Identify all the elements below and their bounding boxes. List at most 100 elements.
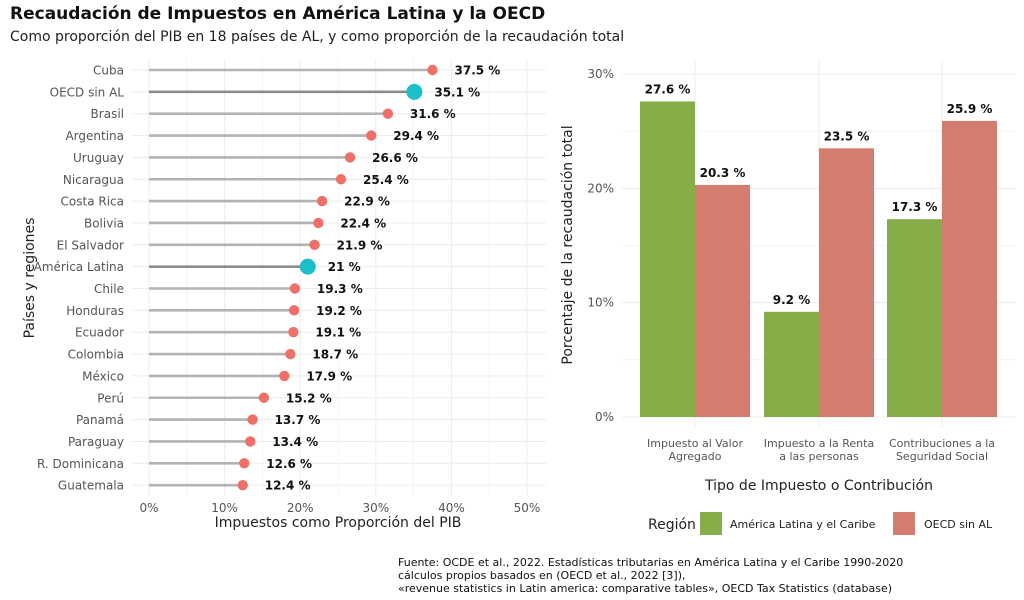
lollipop-point: [289, 283, 301, 294]
data-label: 35.1 %: [434, 85, 480, 99]
data-label: 26.6 %: [372, 151, 418, 165]
y-tick-label: 10%: [587, 296, 614, 310]
legend: Región América Latina y el Caribe OECD sin…: [648, 512, 993, 535]
data-label: 21.9 %: [337, 238, 383, 252]
y-tick-label: Brasil: [91, 107, 124, 121]
y-axis-title: Porcentaje de la recaudación total: [560, 125, 576, 364]
y-tick-label: 30%: [587, 67, 614, 81]
x-tick-label: Impuesto al Valor: [647, 437, 743, 450]
x-tick-label: 40%: [438, 501, 465, 515]
x-tick-label: Seguridad Social: [896, 450, 988, 463]
data-label: 21 %: [328, 260, 361, 274]
x-tick-label: 20%: [287, 501, 314, 515]
bar: [764, 311, 819, 417]
y-tick-label: OECD sin AL: [50, 85, 125, 99]
y-tick-label: Uruguay: [73, 151, 124, 165]
x-tick-label: Agregado: [669, 450, 722, 463]
x-tick-label: Contribuciones a la: [889, 437, 995, 450]
bar: [640, 101, 695, 417]
lollipop-point: [335, 174, 347, 185]
lollipop-point: [313, 217, 324, 229]
x-axis-title: Tipo de Impuesto o Contribución: [704, 478, 933, 494]
y-tick-label: Panamá: [76, 413, 124, 427]
lollipop-point: [406, 83, 423, 100]
data-label: 12.4 %: [265, 479, 311, 493]
data-label: 15.2 %: [286, 391, 332, 405]
legend-title: Región: [648, 517, 696, 533]
lollipop-point: [288, 305, 300, 316]
y-tick-label: R. Dominicana: [37, 457, 124, 471]
data-label: 13.7 %: [275, 413, 321, 427]
bar: [887, 219, 942, 417]
legend-swatch: [700, 512, 722, 535]
y-tick-label: Cuba: [93, 64, 124, 78]
lollipop-point: [247, 414, 258, 425]
lollipop-point: [299, 258, 316, 275]
source-line: Fuente: OCDE et al., 2022. Estadísticas …: [398, 556, 904, 569]
lollipop-point: [427, 64, 438, 76]
y-tick-label: Ecuador: [75, 326, 124, 340]
lollipop-point: [245, 436, 256, 447]
y-tick-label: Colombia: [68, 348, 124, 362]
data-label: 22.4 %: [340, 216, 386, 230]
y-tick-label: Paraguay: [68, 435, 124, 449]
legend-swatch: [893, 512, 915, 535]
data-label: 13.4 %: [272, 435, 318, 449]
data-label: 19.1 %: [315, 326, 361, 340]
lollipop-point: [237, 479, 248, 491]
plot-panel: [132, 59, 546, 496]
x-axis-title: Impuestos como Proporción del PIB: [215, 515, 462, 531]
lollipop-chart: 0% 10% 20% 30% 40% 50% Impuestos como Proporci…: [22, 59, 546, 531]
y-tick-label: Costa Rica: [61, 195, 124, 209]
data-label: 17.3 %: [892, 200, 938, 214]
lollipop-point: [279, 370, 290, 382]
lollipop-point: [309, 239, 320, 250]
source-note: Fuente: OCDE et al., 2022. Estadísticas …: [398, 556, 903, 595]
x-tick-label: 50%: [514, 501, 541, 515]
y-tick-label: Guatemala: [58, 479, 124, 493]
lollipop-point: [382, 108, 394, 119]
y-axis-title: Países y regiones: [22, 218, 38, 339]
data-label: 25.4 %: [363, 173, 409, 187]
data-label: 29.4 %: [393, 129, 439, 143]
x-tick-label: 30%: [362, 501, 389, 515]
bar-chart: 0% 10% 20% 30% Porcentaje de la recaudación …: [560, 60, 1016, 494]
x-tick-label: 0%: [139, 501, 158, 515]
x-tick-label: a las personas: [779, 450, 859, 463]
y-tick-label: El Salvador: [57, 238, 124, 252]
bar: [819, 148, 874, 418]
data-label: 25.9 %: [947, 102, 993, 116]
y-tick-label: Honduras: [66, 304, 124, 318]
data-label: 18.7 %: [312, 348, 358, 362]
bar: [695, 184, 750, 417]
data-label: 37.5 %: [455, 64, 501, 78]
y-tick-label: 20%: [587, 181, 614, 195]
lollipop-point: [316, 195, 328, 207]
data-label: 22.9 %: [344, 195, 390, 209]
lollipop-point: [239, 458, 250, 469]
lollipop-point: [288, 327, 299, 338]
chart-subtitle: Como proporción del PIB en 18 países de …: [10, 29, 625, 45]
data-label: 27.6 %: [645, 82, 691, 96]
x-tick-label: Impuesto a la Renta: [764, 437, 874, 450]
data-label: 19.2 %: [316, 304, 362, 318]
legend-label: América Latina y el Caribe: [730, 518, 876, 531]
lollipop-point: [366, 130, 377, 141]
y-tick-label: América Latina: [34, 260, 124, 274]
y-tick-label: México: [82, 369, 124, 383]
y-tick-label: Argentina: [65, 129, 124, 143]
chart-title: Recaudación de Impuestos en América Lati…: [10, 4, 546, 24]
y-tick-label: Perú: [97, 391, 124, 405]
y-tick-label: Bolivia: [84, 216, 124, 230]
data-label: 17.9 %: [306, 369, 352, 383]
bar: [942, 120, 997, 418]
lollipop-point: [344, 152, 356, 163]
lollipop-point: [285, 348, 296, 360]
legend-label: OECD sin AL: [924, 518, 993, 531]
data-label: 20.3 %: [700, 166, 746, 180]
lollipop-point: [258, 392, 270, 403]
y-tick-label: 0%: [595, 410, 614, 424]
source-line: cálculos propios basados en (OECD et al.…: [398, 569, 686, 582]
data-label: 12.6 %: [266, 457, 312, 471]
